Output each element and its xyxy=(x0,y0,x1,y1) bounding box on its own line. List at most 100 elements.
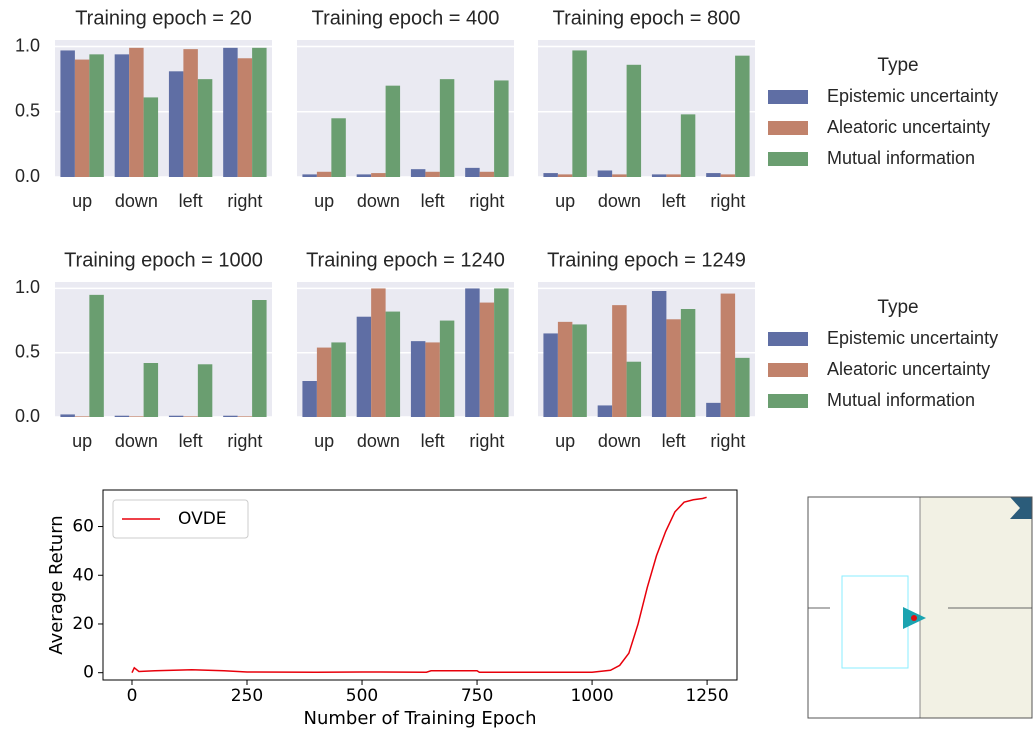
bar xyxy=(75,60,89,177)
environment-view xyxy=(808,497,1032,718)
bar xyxy=(480,172,494,177)
x-tick-label: up xyxy=(314,431,334,451)
bar xyxy=(183,416,197,417)
bar xyxy=(598,405,612,417)
bar xyxy=(252,300,266,417)
bar xyxy=(144,97,158,177)
bar xyxy=(425,172,439,177)
x-tick-label: down xyxy=(598,191,641,211)
bar xyxy=(198,79,212,177)
bar xyxy=(735,358,749,417)
chart-title: Training epoch = 1000 xyxy=(64,249,263,271)
bar xyxy=(386,86,400,177)
x-tick-label: 500 xyxy=(346,686,378,706)
x-tick-label: left xyxy=(421,191,445,211)
x-tick-label: right xyxy=(227,191,262,211)
x-tick-label: up xyxy=(72,431,92,451)
x-tick-label: right xyxy=(710,191,745,211)
chart-title: Training epoch = 400 xyxy=(312,7,500,29)
y-tick-label: 1.0 xyxy=(15,277,40,297)
bar xyxy=(681,114,695,177)
y-tick-label: 0.0 xyxy=(15,166,40,186)
bar xyxy=(543,173,557,177)
bar xyxy=(60,50,74,177)
bar xyxy=(666,319,680,417)
bar xyxy=(440,79,454,177)
bar xyxy=(302,381,316,417)
x-tick-label: right xyxy=(469,191,504,211)
bar xyxy=(75,416,89,417)
x-tick-label: 250 xyxy=(231,686,263,706)
bar xyxy=(115,54,129,177)
bar xyxy=(60,414,74,417)
x-tick-label: 0 xyxy=(127,686,138,706)
bar xyxy=(386,312,400,417)
bar xyxy=(144,363,158,417)
chart-title: Training epoch = 800 xyxy=(553,7,741,29)
x-tick-label: left xyxy=(179,191,203,211)
y-tick-label: 40 xyxy=(72,565,94,585)
bar xyxy=(129,416,143,417)
x-tick-label: up xyxy=(314,191,334,211)
bar xyxy=(331,342,345,417)
bar xyxy=(652,291,666,417)
plot-background xyxy=(538,40,755,177)
bar xyxy=(612,174,626,177)
chart-title: Training epoch = 1249 xyxy=(547,249,746,271)
bar xyxy=(494,288,508,417)
bar xyxy=(706,173,720,177)
x-tick-label: right xyxy=(469,431,504,451)
legend-label: OVDE xyxy=(178,509,227,529)
legend-label: Epistemic uncertainty xyxy=(827,86,998,106)
legend-label: Aleatoric uncertainty xyxy=(827,117,990,137)
line-chart: 0250500750100012500204060OVDENumber of T… xyxy=(46,490,737,729)
legend-label: Mutual information xyxy=(827,390,975,410)
chart-title: Training epoch = 20 xyxy=(75,7,252,29)
bar xyxy=(480,303,494,417)
bar xyxy=(735,56,749,177)
x-tick-label: left xyxy=(662,191,686,211)
x-tick-label: 1250 xyxy=(685,686,728,706)
bar xyxy=(183,49,197,177)
legend-title: Type xyxy=(877,297,918,318)
chart-title: Training epoch = 1240 xyxy=(306,249,505,271)
bar xyxy=(411,341,425,417)
y-tick-label: 1.0 xyxy=(15,35,40,55)
figure: Training epoch = 200.00.51.0updownleftri… xyxy=(0,0,1035,734)
bar xyxy=(706,403,720,417)
bar xyxy=(411,169,425,177)
bar xyxy=(572,324,586,417)
bar xyxy=(357,317,371,417)
bar xyxy=(627,362,641,417)
y-tick-label: 0.0 xyxy=(15,406,40,426)
x-tick-label: left xyxy=(421,431,445,451)
bar xyxy=(652,174,666,177)
x-axis-label: Number of Training Epoch xyxy=(304,708,537,729)
bar xyxy=(543,333,557,417)
legend-title: Type xyxy=(877,55,918,76)
x-tick-label: down xyxy=(598,431,641,451)
bar xyxy=(252,48,266,177)
bar xyxy=(331,118,345,177)
y-tick-label: 60 xyxy=(72,517,94,537)
x-tick-label: 1000 xyxy=(570,686,613,706)
legend-swatch xyxy=(768,152,808,166)
legend-swatch xyxy=(768,394,808,408)
x-tick-label: up xyxy=(72,191,92,211)
legend-swatch xyxy=(768,332,808,346)
legend-swatch xyxy=(768,90,808,104)
bar xyxy=(598,170,612,177)
x-tick-label: up xyxy=(555,191,575,211)
bar xyxy=(89,295,103,417)
y-axis-label: Average Return xyxy=(46,515,67,654)
x-tick-label: right xyxy=(710,431,745,451)
bar xyxy=(357,174,371,177)
bar xyxy=(681,309,695,417)
bar xyxy=(371,288,385,417)
x-tick-label: 750 xyxy=(461,686,493,706)
bar xyxy=(440,321,454,417)
y-tick-label: 20 xyxy=(72,614,94,634)
bar xyxy=(169,416,183,417)
